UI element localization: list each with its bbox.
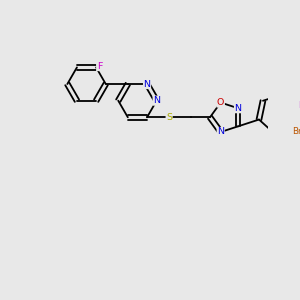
Text: Br: Br <box>292 127 300 136</box>
Text: F: F <box>298 101 300 110</box>
Text: N: N <box>143 80 151 88</box>
Text: O: O <box>217 98 224 107</box>
Text: N: N <box>153 96 160 105</box>
Text: S: S <box>166 113 172 122</box>
Text: N: N <box>235 104 242 113</box>
Text: F: F <box>97 61 102 70</box>
Text: N: N <box>217 128 224 136</box>
